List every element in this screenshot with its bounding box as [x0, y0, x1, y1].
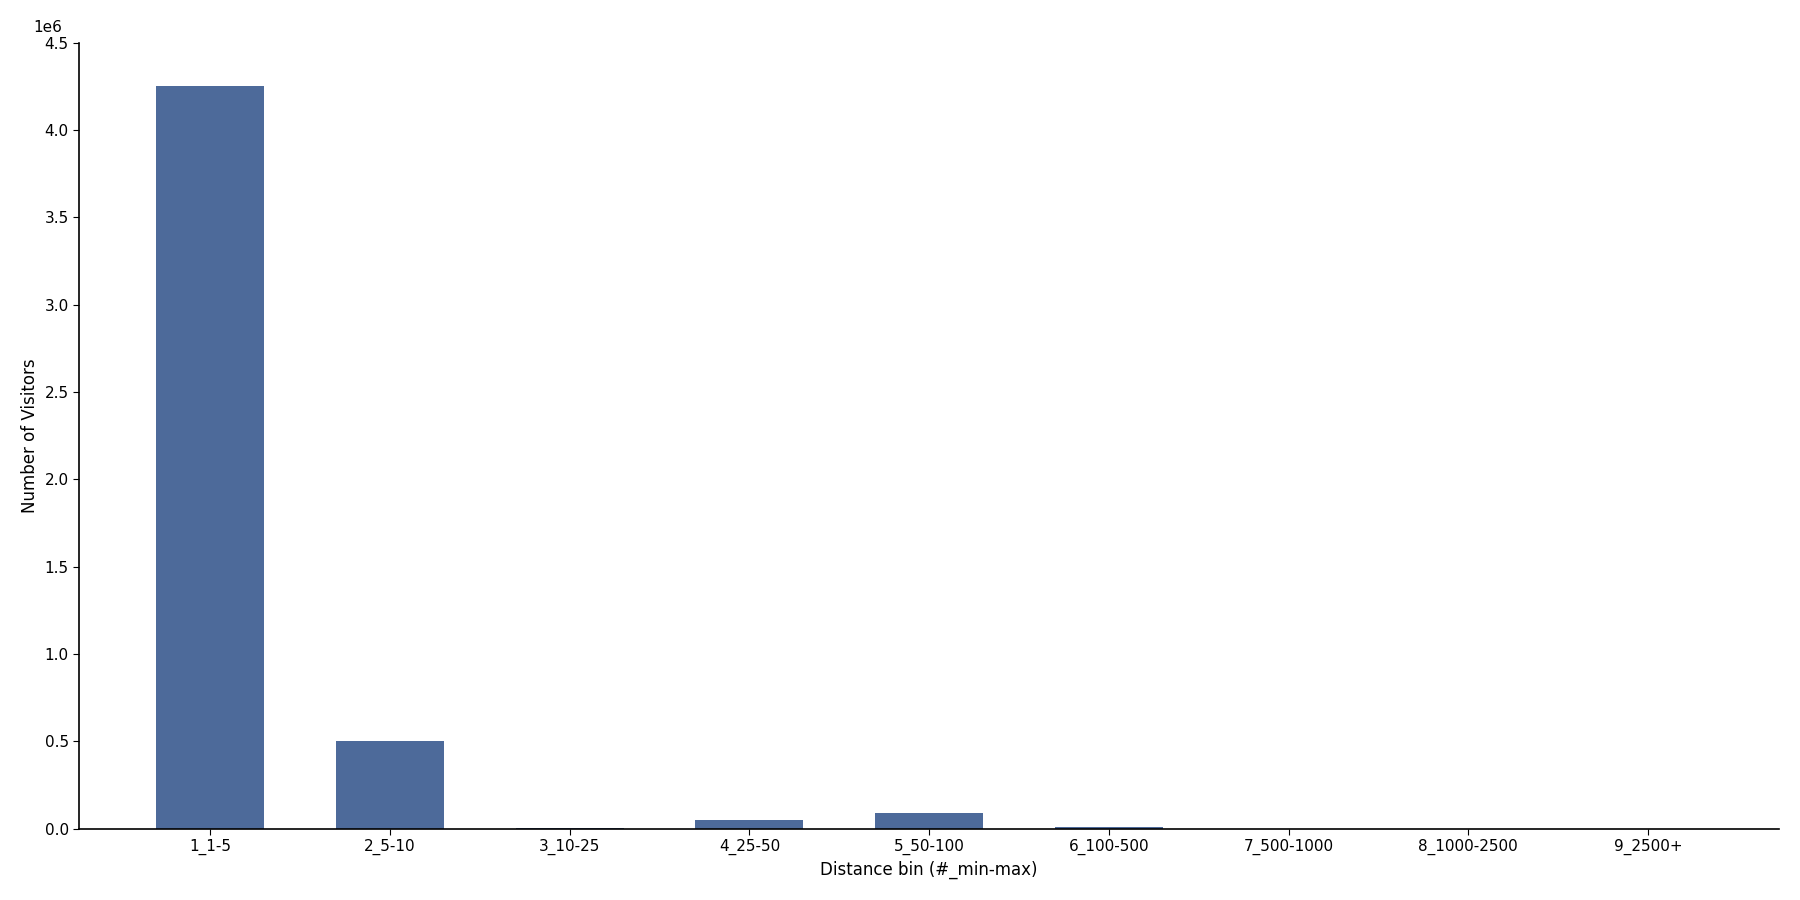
- Bar: [875, 813, 983, 829]
- X-axis label: Distance bin (#_min-max): Distance bin (#_min-max): [821, 861, 1039, 879]
- Bar: [1055, 827, 1163, 829]
- Bar: [337, 742, 445, 829]
- Bar: [157, 86, 265, 829]
- Bar: [695, 820, 803, 829]
- Y-axis label: Number of Visitors: Number of Visitors: [22, 358, 40, 513]
- Text: 1e6: 1e6: [32, 20, 61, 35]
